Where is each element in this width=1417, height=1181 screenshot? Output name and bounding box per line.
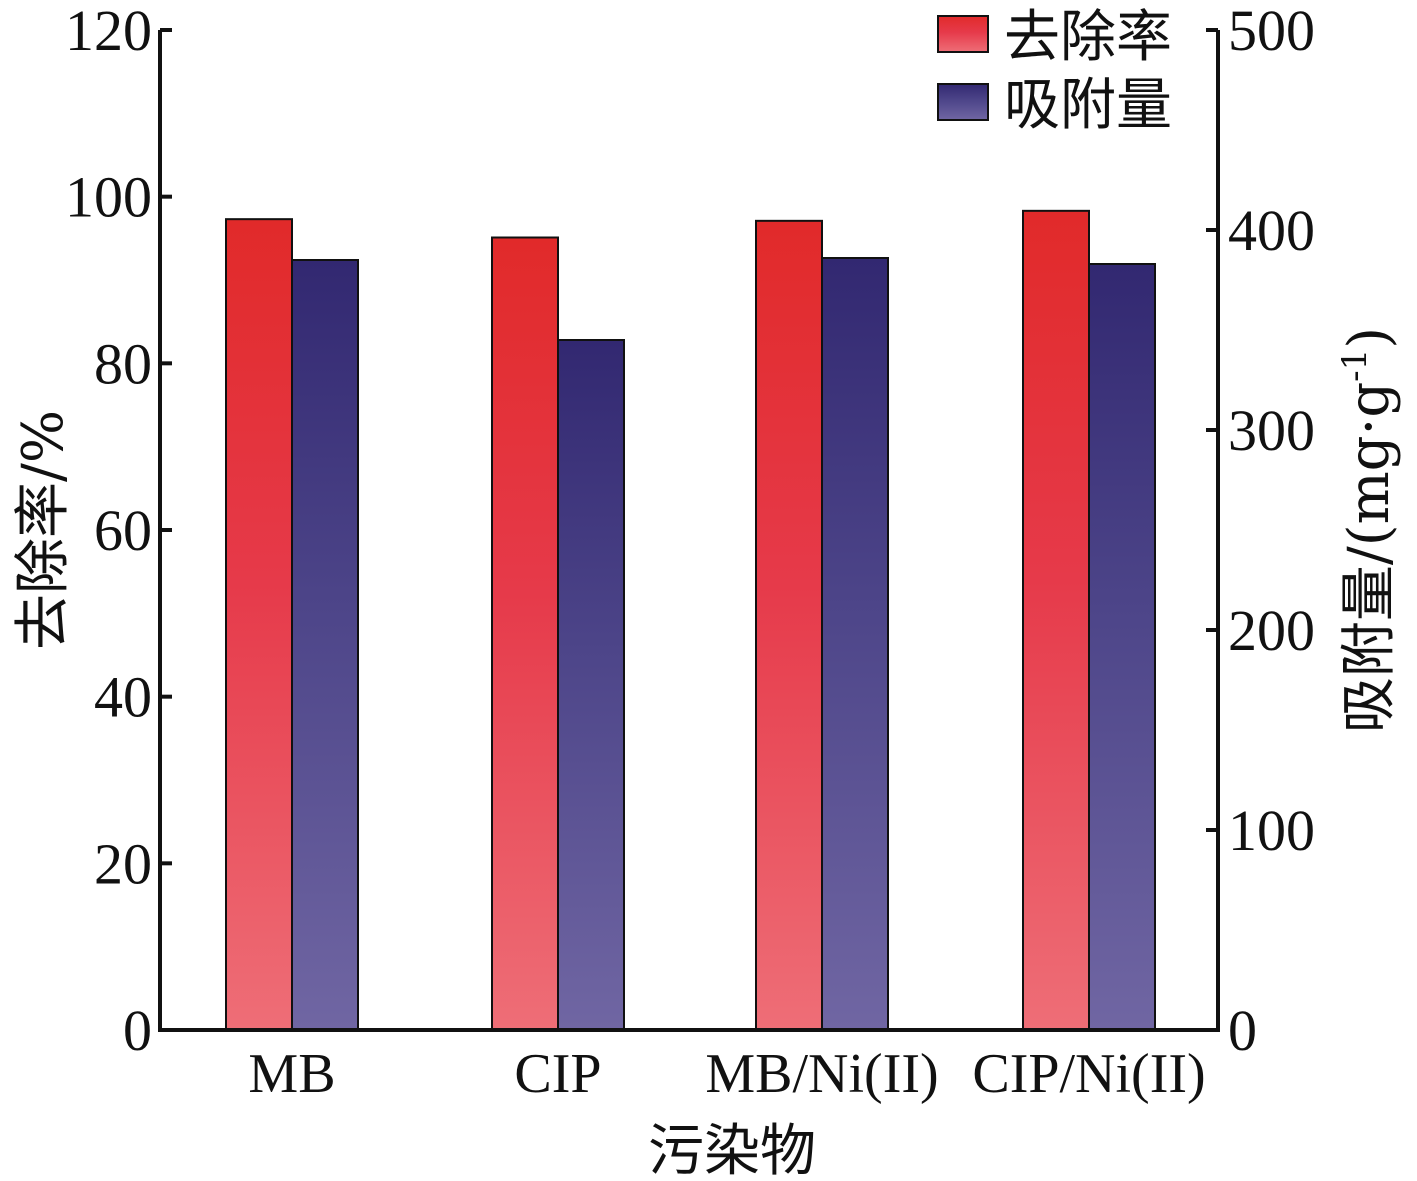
left-tick-label: 60 xyxy=(94,498,152,563)
right-tick-label: 400 xyxy=(1228,198,1315,263)
left-tick-label: 20 xyxy=(94,831,152,896)
bar-adsorption-0 xyxy=(291,259,359,1031)
left-y-ticks: 0 20 40 60 80 100 120 xyxy=(65,0,172,1063)
right-tick-label: 300 xyxy=(1228,398,1315,463)
left-y-axis-title: 去除率/% xyxy=(11,410,76,650)
bar-adsorption-2 xyxy=(821,257,889,1031)
bar-adsorption-1 xyxy=(557,339,625,1031)
x-category-label: CIP xyxy=(514,1043,601,1105)
x-category-label: MB/Ni(II) xyxy=(705,1043,938,1105)
left-tick-label: 80 xyxy=(94,331,152,396)
right-tick-label: 200 xyxy=(1228,598,1315,663)
left-tick-label: 100 xyxy=(65,165,152,230)
bars-group xyxy=(225,209,1156,1032)
right-y-axis-title: 吸附量/(mg·g-1) xyxy=(1335,327,1402,733)
left-tick-label: 120 xyxy=(65,0,152,63)
legend-label: 吸附量 xyxy=(1004,73,1172,138)
bar-removal-rate-2 xyxy=(755,219,823,1032)
right-y-axis-title-main: 吸附量/(mg·g xyxy=(1337,382,1402,733)
bar-adsorption-3 xyxy=(1088,263,1156,1031)
right-y-axis-title-close: ) xyxy=(1337,327,1402,349)
x-axis-title: 污染物 xyxy=(648,1119,816,1181)
left-tick-label: 0 xyxy=(123,998,152,1063)
legend-swatch xyxy=(937,83,989,121)
x-category-labels: MB CIP MB/Ni(II) CIP/Ni(II) xyxy=(248,1043,1205,1105)
x-category-label: MB xyxy=(248,1043,335,1105)
right-y-axis-title-superscript: -1 xyxy=(1335,349,1375,382)
legend-label: 去除率 xyxy=(1004,5,1172,70)
x-category-label: CIP/Ni(II) xyxy=(972,1043,1205,1105)
right-tick-label: 100 xyxy=(1228,798,1315,863)
legend-swatch xyxy=(937,15,989,53)
right-tick-label: 0 xyxy=(1228,998,1257,1063)
right-y-ticks: 0 100 200 300 400 500 xyxy=(1206,0,1315,1063)
bar-removal-rate-1 xyxy=(491,236,559,1031)
bar-removal-rate-3 xyxy=(1022,209,1090,1032)
right-tick-label: 500 xyxy=(1228,0,1315,63)
left-tick-label: 40 xyxy=(94,665,152,730)
bar-removal-rate-0 xyxy=(225,218,293,1031)
